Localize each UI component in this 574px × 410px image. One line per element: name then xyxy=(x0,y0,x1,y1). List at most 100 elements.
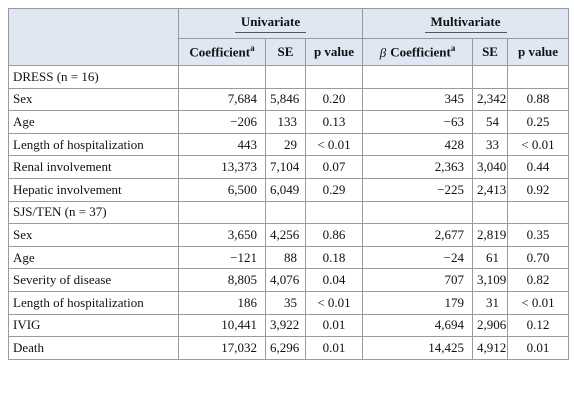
empty-cell xyxy=(265,200,306,225)
row-label: IVIG xyxy=(8,313,179,338)
value-cell: < 0.01 xyxy=(507,132,570,157)
data-row: IVIG 10,441 3,922 0.01 4,694 2,906 0.12 xyxy=(8,313,570,338)
empty-cell xyxy=(507,200,570,225)
value-cell: 7,104 xyxy=(265,155,306,179)
value-cell: 0.29 xyxy=(304,177,364,202)
group-title: Multivariate xyxy=(424,14,507,33)
column-prefix: β xyxy=(379,44,387,60)
value-cell: 428 xyxy=(362,132,474,157)
results-table: Univariate Multivariate Coefficienta SE p v… xyxy=(8,8,570,360)
data-row: Hepatic involvement 6,500 6,049 0.29 −225 2,4… xyxy=(8,177,570,202)
value-cell: 29 xyxy=(265,132,306,157)
value-cell: 2,342 xyxy=(472,87,509,112)
column-header: p value xyxy=(507,38,570,66)
column-header: β Coefficienta xyxy=(362,38,474,66)
row-label: Hepatic involvement xyxy=(8,177,179,202)
value-cell: 54 xyxy=(472,110,509,134)
footnote-mark: a xyxy=(250,43,255,54)
value-cell: 0.92 xyxy=(507,177,570,202)
column-title: p value xyxy=(517,44,559,59)
group-header: Univariate xyxy=(177,8,364,39)
value-cell: −206 xyxy=(178,110,266,134)
value-cell: 14,425 xyxy=(362,336,474,360)
group-title: Univariate xyxy=(234,14,307,33)
empty-cell xyxy=(507,65,570,89)
value-cell: 2,677 xyxy=(362,223,474,247)
row-label: Sex xyxy=(8,223,179,247)
value-cell: 2,413 xyxy=(472,177,509,202)
value-cell: 0.88 xyxy=(507,87,570,112)
corner-cell xyxy=(8,8,179,66)
data-row: Length of hospitalization 443 29 < 0.01 428 3… xyxy=(8,132,570,157)
data-row: Length of hospitalization 186 35 < 0.01 179 3… xyxy=(8,290,570,315)
empty-cell xyxy=(304,200,364,225)
value-cell: < 0.01 xyxy=(304,132,364,157)
data-row: Renal involvement 13,373 7,104 0.07 2,363 3,0… xyxy=(8,155,570,179)
row-label: Age xyxy=(8,245,179,270)
value-cell: −63 xyxy=(362,110,474,134)
row-label: Renal involvement xyxy=(8,155,179,179)
column-title: Coefficient xyxy=(189,44,251,60)
data-row: Death 17,032 6,296 0.01 14,425 4,912 0.01 xyxy=(8,336,570,360)
value-cell: 0.18 xyxy=(304,245,364,270)
data-row: Sex 7,684 5,846 0.20 345 2,342 0.88 xyxy=(8,87,570,112)
value-cell: 4,076 xyxy=(265,268,306,292)
value-cell: 8,805 xyxy=(178,268,266,292)
value-cell: 2,363 xyxy=(362,155,474,179)
value-cell: 3,040 xyxy=(472,155,509,179)
row-label: Length of hospitalization xyxy=(8,132,179,157)
empty-cell xyxy=(362,65,474,89)
column-row: Coefficienta SE p value β Coefficienta SE p va… xyxy=(9,38,570,66)
footnote-mark: a xyxy=(450,43,456,54)
value-cell: 0.01 xyxy=(304,313,364,338)
empty-cell xyxy=(178,65,266,89)
column-header: p value xyxy=(304,38,364,66)
value-cell: 443 xyxy=(178,132,266,157)
value-cell: 0.13 xyxy=(304,110,364,134)
value-cell: 4,694 xyxy=(362,313,474,338)
column-title: SE xyxy=(277,44,294,59)
row-label: Sex xyxy=(8,87,179,112)
column-header: SE xyxy=(265,38,306,66)
value-cell: < 0.01 xyxy=(304,290,364,315)
value-cell: 0.86 xyxy=(304,223,364,247)
value-cell: 179 xyxy=(362,290,474,315)
empty-cell xyxy=(472,200,509,225)
value-cell: 345 xyxy=(362,87,474,112)
column-title: Coefficient xyxy=(390,44,451,60)
value-cell: 0.01 xyxy=(507,336,570,360)
value-cell: 6,296 xyxy=(265,336,306,360)
value-cell: 61 xyxy=(472,245,509,270)
value-cell: 17,032 xyxy=(178,336,266,360)
value-cell: 0.04 xyxy=(304,268,364,292)
empty-cell xyxy=(178,200,266,225)
table-body: DRESS (n = 16) Sex 7,684 5,846 0.20 345 2,342 0… xyxy=(8,65,570,360)
row-label: Age xyxy=(8,110,179,134)
data-row: Severity of disease 8,805 4,076 0.04 707 3,10… xyxy=(8,268,570,292)
value-cell: 707 xyxy=(362,268,474,292)
data-row: Age −121 88 0.18 −24 61 0.70 xyxy=(8,245,570,270)
group-header: Multivariate xyxy=(362,8,570,39)
value-cell: 10,441 xyxy=(178,313,266,338)
empty-cell xyxy=(265,65,306,89)
empty-cell xyxy=(304,65,364,89)
value-cell: 6,500 xyxy=(178,177,266,202)
value-cell: 6,049 xyxy=(265,177,306,202)
value-cell: 0.25 xyxy=(507,110,570,134)
value-cell: 133 xyxy=(265,110,306,134)
column-title: SE xyxy=(482,44,498,59)
data-row: Sex 3,650 4,256 0.86 2,677 2,819 0.35 xyxy=(8,223,570,247)
value-cell: 4,256 xyxy=(265,223,306,247)
row-label: Severity of disease xyxy=(8,268,179,292)
value-cell: 4,912 xyxy=(472,336,509,360)
value-cell: 13,373 xyxy=(178,155,266,179)
value-cell: < 0.01 xyxy=(507,290,570,315)
section-label: DRESS (n = 16) xyxy=(8,65,179,89)
value-cell: 186 xyxy=(178,290,266,315)
row-label: Length of hospitalization xyxy=(8,290,179,315)
value-cell: 0.35 xyxy=(507,223,570,247)
value-cell: 33 xyxy=(472,132,509,157)
row-label: Death xyxy=(8,336,179,360)
data-row: Age −206 133 0.13 −63 54 0.25 xyxy=(8,110,570,134)
